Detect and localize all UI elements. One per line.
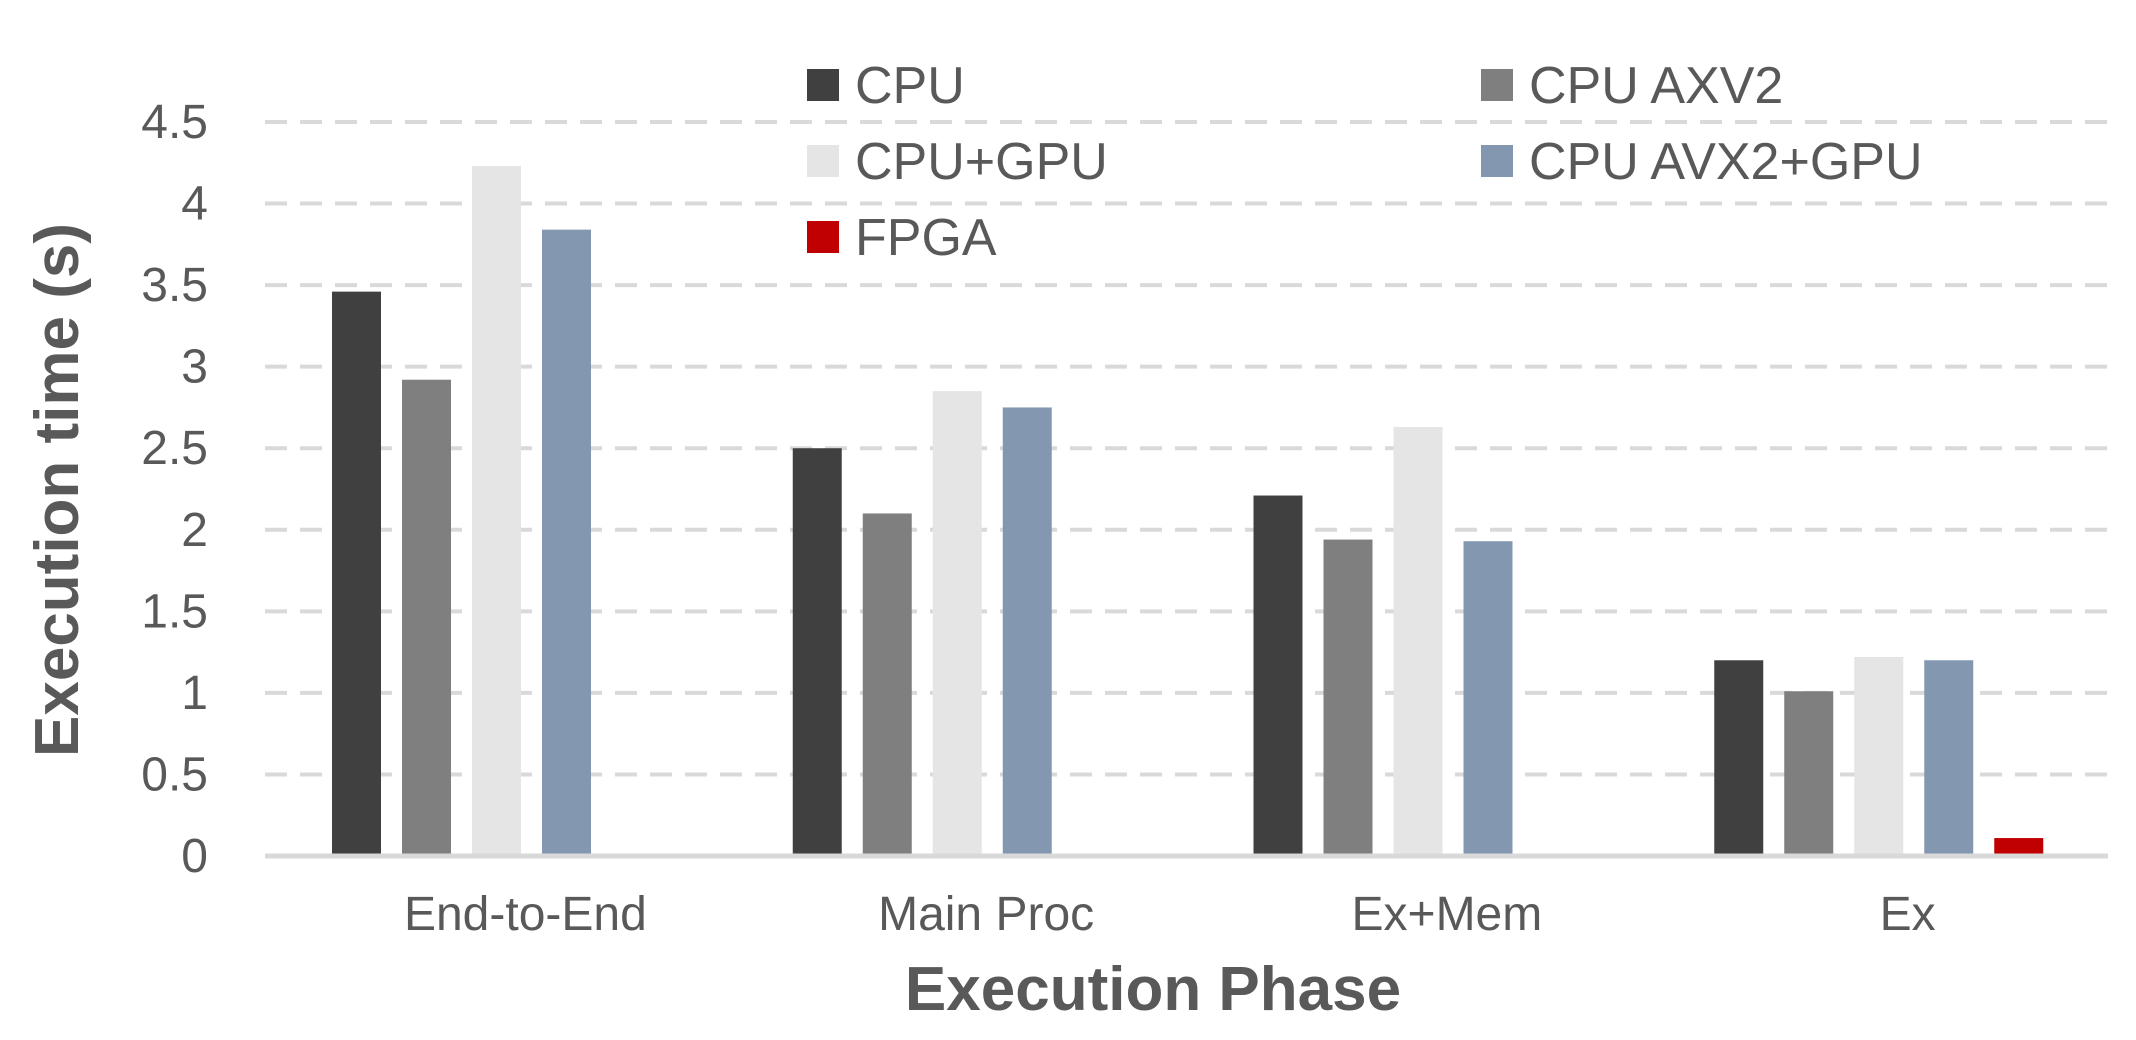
legend-label: CPU+GPU <box>855 133 1108 191</box>
y-tick-label: 2.5 <box>141 422 208 475</box>
y-tick-label: 0 <box>181 830 208 883</box>
legend-label: FPGA <box>855 209 997 267</box>
bar-cpu-axv2-ex-mem <box>1323 539 1373 856</box>
bar-cpu-gpu-ex <box>1854 657 1904 856</box>
legend-label: CPU AVX2+GPU <box>1529 133 1923 191</box>
bar-cpu-main-proc <box>792 448 842 856</box>
y-tick-label: 4.5 <box>141 96 208 149</box>
x-tick-label: End-to-End <box>404 888 647 941</box>
y-tick-label: 3.5 <box>141 259 208 312</box>
legend-label: CPU AXV2 <box>1529 57 1783 115</box>
x-tick-label: Ex <box>1880 888 1936 941</box>
y-tick-label: 1 <box>181 667 208 720</box>
bar-cpu-axv2-ex <box>1784 691 1834 856</box>
legend-label: CPU <box>855 57 965 115</box>
y-tick-label: 2 <box>181 504 208 557</box>
y-tick-label: 0.5 <box>141 748 208 801</box>
bars <box>332 166 2044 857</box>
legend-swatch <box>807 221 839 253</box>
y-tick-label: 1.5 <box>141 585 208 638</box>
legend-swatch <box>1481 145 1513 177</box>
legend-swatch <box>807 145 839 177</box>
bar-cpu-avx2-gpu-ex <box>1924 660 1974 856</box>
bar-cpu-ex <box>1714 660 1764 856</box>
legend: CPU CPU AXV2 CPU+GPU CPU AVX2+GPU FPGA <box>807 57 1923 267</box>
legend-swatch <box>1481 69 1513 101</box>
bar-cpu-ex-mem <box>1253 495 1303 856</box>
bar-cpu-end-to-end <box>332 291 381 856</box>
bar-cpu-avx2-gpu-end-to-end <box>542 229 591 857</box>
bar-cpu-axv2-main-proc <box>862 513 912 856</box>
bar-cpu-gpu-end-to-end <box>472 166 521 857</box>
y-axis-title: Execution time (s) <box>23 223 92 757</box>
axes: 0 0.5 1 1.5 2 2.5 3 3.5 4 4.5 End-to-End Main Proc E… <box>141 96 2108 941</box>
bar-cpu-gpu-main-proc <box>932 391 982 856</box>
y-tick-label: 3 <box>181 341 208 394</box>
x-tick-label: Ex+Mem <box>1352 888 1543 941</box>
x-axis-title: Execution Phase <box>905 955 1401 1024</box>
gridlines <box>265 120 2108 777</box>
bar-cpu-avx2-gpu-main-proc <box>1002 407 1052 856</box>
bar-cpu-avx2-gpu-ex-mem <box>1463 541 1513 856</box>
y-tick-label: 4 <box>181 178 208 231</box>
x-tick-label: Main Proc <box>878 888 1094 941</box>
bar-fpga-ex <box>1994 838 2044 856</box>
bar-cpu-gpu-ex-mem <box>1393 427 1443 856</box>
legend-swatch <box>807 69 839 101</box>
bar-cpu-axv2-end-to-end <box>402 379 451 856</box>
